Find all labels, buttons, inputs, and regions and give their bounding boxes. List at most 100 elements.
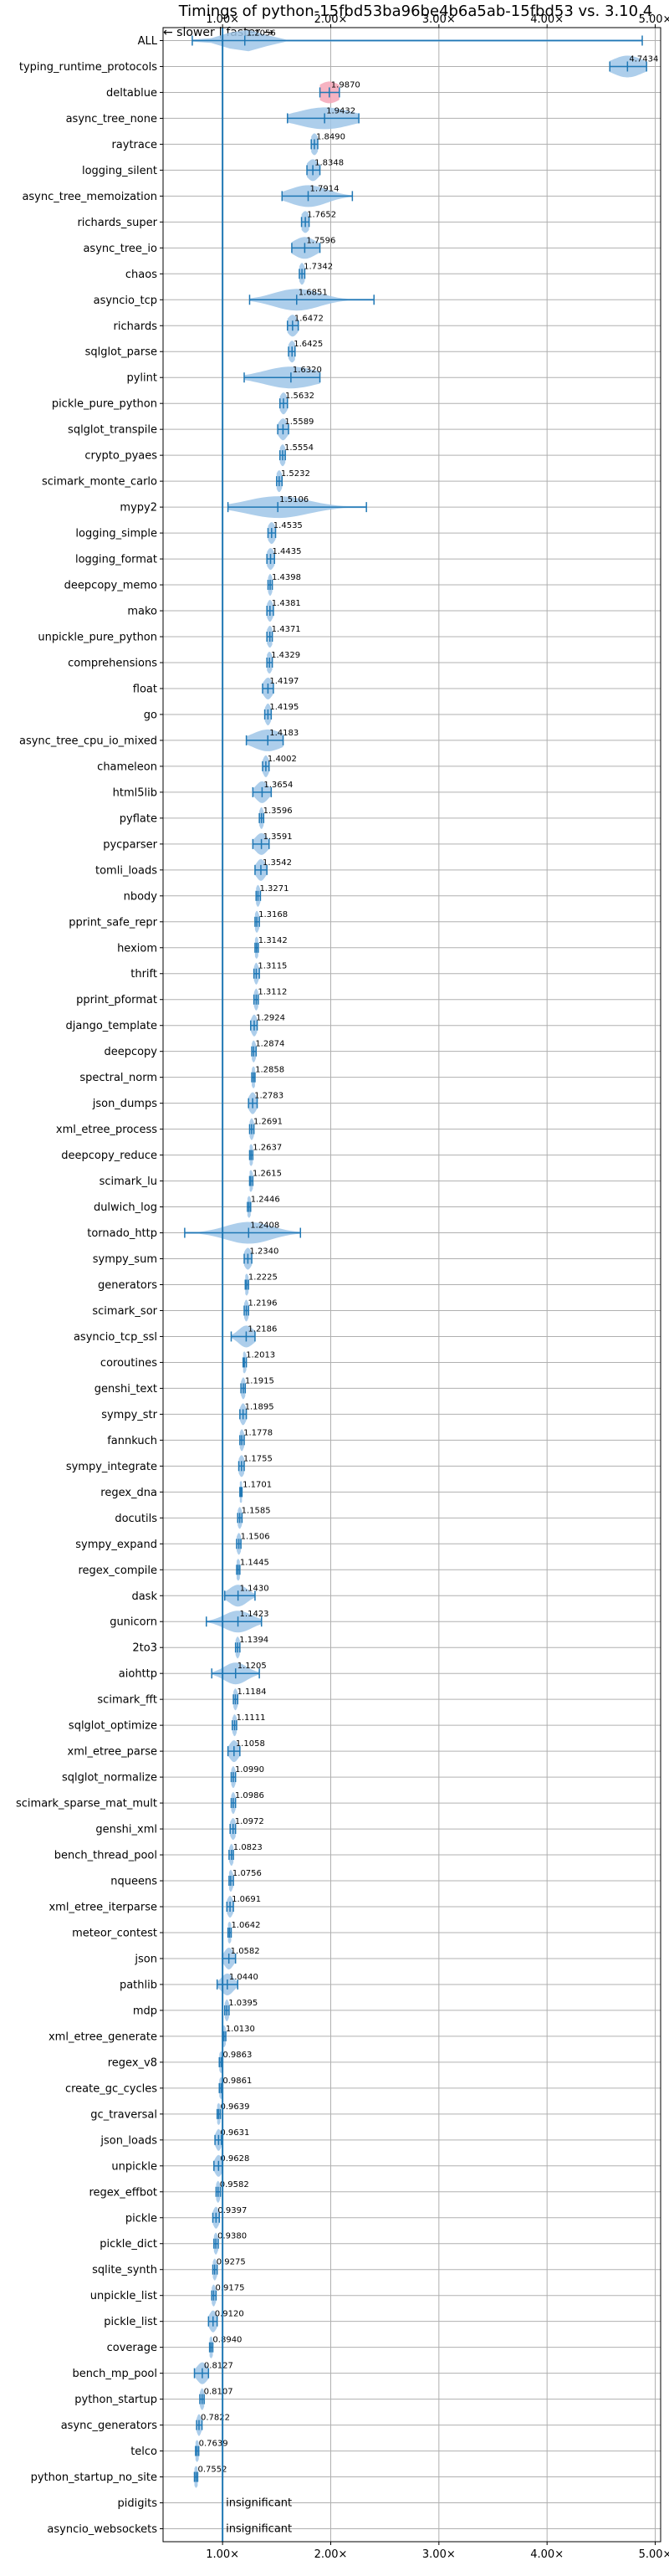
benchmark-label: pyflate	[120, 812, 157, 825]
mean-value-label: 1.2924	[256, 1014, 285, 1023]
mean-value-label: 0.9631	[220, 2128, 249, 2138]
benchmark-label: richards	[114, 320, 158, 333]
mean-value-label: 1.0395	[228, 1999, 258, 2008]
mean-value-label: 1.4329	[271, 651, 300, 660]
benchmark-label: chameleon	[97, 761, 157, 773]
benchmark-label: json_loads	[100, 2134, 157, 2147]
benchmark-label: sqlglot_optimize	[69, 1720, 157, 1733]
mean-value-label: 1.1895	[245, 1402, 274, 1411]
grid-lines	[160, 28, 661, 2542]
benchmark-label: async_tree_none	[66, 113, 157, 125]
mean-value-label: 1.5589	[284, 417, 314, 427]
benchmark-label: aiohttp	[119, 1668, 157, 1681]
benchmark-label: generators	[98, 1279, 157, 1292]
x-tick-label-top: 1.00×	[206, 13, 239, 26]
mean-value-label: 1.1445	[240, 1558, 269, 1567]
benchmark-label: typing_runtime_protocols	[19, 61, 157, 74]
mean-value-label: 1.2615	[253, 1170, 282, 1179]
mean-value-label: 1.1205	[237, 1662, 267, 1671]
x-tick-label-bottom: 1.00×	[206, 2548, 239, 2561]
benchmark-label: xml_etree_iterparse	[49, 1902, 157, 1914]
mean-value-label: 0.9861	[222, 2077, 252, 2086]
benchmark-label: mako	[127, 606, 157, 618]
mean-value-label: 1.4002	[268, 755, 297, 764]
benchmark-label: pickle_dict	[100, 2238, 157, 2251]
benchmark-label: scimark_sor	[92, 1305, 157, 1318]
benchmark-label: deepcopy	[104, 1046, 157, 1058]
mean-value-label: 1.3115	[258, 962, 287, 971]
benchmark-label: sympy_expand	[75, 1539, 157, 1551]
mean-value-label: 1.0823	[233, 1843, 263, 1852]
mean-value-label: 1.1423	[240, 1610, 269, 1619]
benchmark-label: pickle_list	[104, 2316, 157, 2328]
benchmark-label: nbody	[124, 890, 158, 903]
benchmark-label: regex_compile	[78, 1565, 157, 1577]
mean-value-label: 0.9628	[220, 2154, 249, 2164]
benchmark-label: sqlglot_transpile	[68, 424, 157, 437]
benchmark-label: nqueens	[110, 1876, 157, 1888]
benchmark-label: sqlglot_normalize	[62, 1772, 157, 1785]
mean-value-label: 1.1585	[242, 1506, 271, 1515]
benchmark-label: sqlglot_parse	[85, 346, 157, 359]
benchmark-label: dask	[131, 1590, 157, 1603]
mean-value-label: 1.2858	[255, 1066, 284, 1075]
benchmark-label: sympy_integrate	[66, 1461, 157, 1473]
benchmark-label: scimark_sparse_mat_mult	[16, 1798, 157, 1810]
mean-value-label: 1.0440	[229, 1973, 258, 1982]
benchmark-label: unpickle	[111, 2160, 157, 2173]
benchmark-label: django_template	[66, 1020, 157, 1032]
mean-value-label: 1.5106	[279, 495, 309, 504]
mean-value-label: 1.2186	[248, 1324, 277, 1334]
mean-value-label: 1.5232	[281, 469, 310, 479]
mean-value-label: 1.5632	[285, 392, 314, 401]
mean-value-label: 1.0990	[235, 1765, 264, 1775]
x-ticks-bottom: 1.00× 2.00× 3.00× 4.00× 5.00×	[206, 2542, 669, 2561]
benchmark-label: docutils	[115, 1513, 157, 1525]
mean-value-label: 1.7342	[304, 262, 333, 271]
benchmark-label: pycparser	[103, 838, 157, 851]
mean-value-label: 0.9582	[220, 2180, 249, 2189]
benchmark-label: pickle	[125, 2212, 157, 2225]
mean-value-label: 1.2637	[253, 1144, 282, 1153]
mean-value-label: 1.9432	[326, 106, 355, 115]
mean-value-label: 1.3654	[263, 781, 293, 790]
benchmark-label: scimark_monte_carlo	[42, 476, 157, 489]
benchmark-label: pprint_pformat	[76, 994, 157, 1006]
mean-value-label: 1.1058	[236, 1739, 265, 1749]
mean-value-label: 0.9275	[217, 2258, 246, 2267]
benchmark-label: deltablue	[106, 87, 157, 100]
x-tick-label-bottom: 3.00×	[422, 2548, 456, 2561]
mean-value-label: 1.4381	[272, 599, 301, 608]
benchmark-label: 2to3	[132, 1642, 157, 1655]
benchmark-label: deepcopy_reduce	[61, 1150, 157, 1162]
benchmark-label: json	[134, 1953, 157, 1965]
benchmark-label: scimark_lu	[100, 1175, 157, 1188]
mean-value-label: 1.1755	[243, 1454, 273, 1463]
mean-value-label: 1.7914	[310, 184, 340, 193]
benchmark-label: scimark_fft	[97, 1694, 157, 1707]
mean-value-label: 0.9863	[222, 2051, 252, 2060]
benchmark-label: deepcopy_memo	[64, 580, 157, 592]
benchmark-label: hexiom	[117, 942, 157, 955]
mean-value-label: 1.4195	[269, 703, 299, 712]
benchmark-label: async_tree_io	[83, 243, 157, 255]
benchmark-label: richards_super	[77, 217, 157, 229]
benchmark-label: mypy2	[120, 502, 157, 515]
benchmark-label: pickle_pure_python	[52, 398, 157, 411]
mean-value-label: 1.1506	[241, 1532, 270, 1541]
benchmark-label: logging_simple	[75, 528, 157, 540]
mean-value-label: 0.7639	[199, 2440, 228, 2449]
mean-value-label: 1.6472	[294, 314, 324, 323]
benchmark-label: python_startup	[74, 2394, 157, 2406]
benchmark-label: regex_v8	[108, 2056, 157, 2069]
benchmark-label: html5lib	[113, 786, 157, 799]
mean-value-label: 1.4535	[273, 521, 303, 530]
mean-value-label: 0.7822	[201, 2414, 230, 2423]
mean-value-label: 1.1394	[239, 1636, 268, 1645]
benchmark-label: genshi_text	[94, 1383, 157, 1396]
x-tick-label-top: 5.00×	[639, 13, 669, 26]
benchmark-label: sympy_str	[101, 1409, 157, 1421]
mean-value-label: 1.5554	[284, 443, 314, 453]
mean-value-label: 1.0756	[232, 1869, 262, 1878]
